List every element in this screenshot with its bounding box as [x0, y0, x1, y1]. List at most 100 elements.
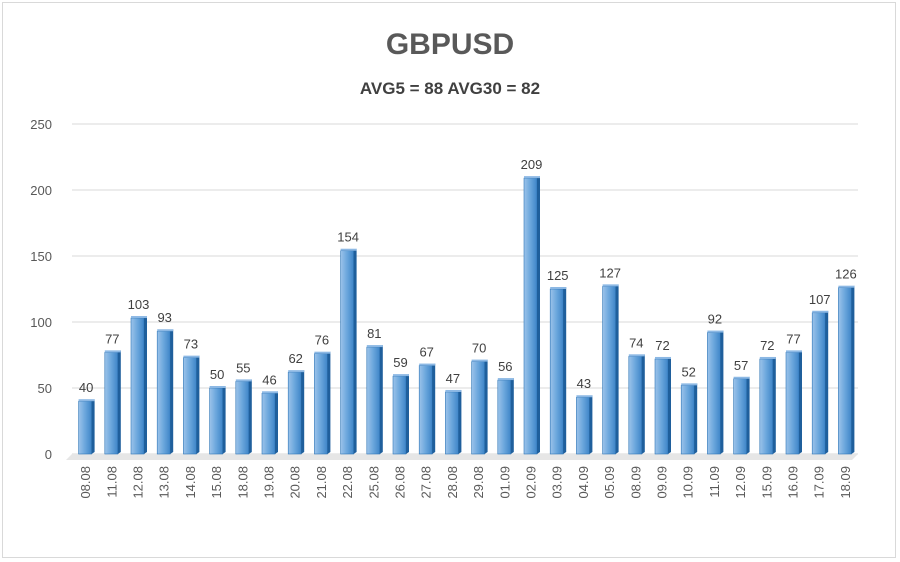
bar-top — [681, 383, 698, 386]
data-label: 92 — [708, 312, 722, 327]
x-tick-label: 08.08 — [78, 466, 93, 499]
bar-top — [707, 330, 724, 333]
x-tick-label: 26.08 — [393, 466, 408, 499]
bar — [130, 317, 145, 455]
x-tick-label: 04.09 — [576, 466, 591, 499]
bar-top — [576, 395, 593, 398]
bar — [183, 357, 197, 455]
bar-top — [812, 310, 829, 313]
bar-top — [340, 248, 357, 251]
bar-side — [563, 287, 567, 454]
data-label: 52 — [681, 364, 695, 379]
bar — [156, 330, 171, 455]
data-label: 56 — [498, 359, 512, 374]
bar — [811, 312, 826, 455]
bar-top — [655, 356, 671, 359]
data-label: 209 — [521, 157, 543, 172]
bar-side — [379, 345, 383, 454]
bar-side — [720, 330, 724, 454]
x-tick-label: 15.08 — [209, 466, 224, 499]
bar-side — [170, 329, 174, 454]
bar-top — [235, 379, 252, 382]
data-label: 57 — [734, 358, 748, 373]
bar-side — [484, 359, 488, 454]
bar-top — [524, 176, 540, 179]
bar-side — [117, 350, 121, 454]
bar-top — [209, 386, 226, 388]
bar-side — [641, 354, 645, 454]
bar-top — [419, 363, 436, 366]
y-tick-label: 0 — [45, 447, 52, 462]
bar-side — [589, 395, 593, 454]
x-tick-label: 08.09 — [628, 466, 643, 499]
x-tick-label: 11.08 — [104, 466, 119, 498]
bar-top — [602, 284, 619, 287]
bar-top — [733, 376, 750, 379]
bar-top — [759, 356, 776, 359]
data-label: 59 — [393, 355, 407, 370]
bar — [471, 361, 485, 455]
bar-side — [196, 355, 200, 454]
bar — [576, 396, 590, 455]
data-label: 50 — [210, 367, 224, 382]
bar — [549, 288, 564, 455]
bar-side — [537, 176, 540, 454]
bar — [235, 381, 250, 455]
bar-side — [851, 285, 855, 454]
bar-side — [668, 356, 671, 454]
data-label: 72 — [760, 338, 774, 353]
bar-top — [131, 316, 147, 319]
bar — [445, 391, 459, 455]
chart-subtitle: AVG5 = 88 AVG30 = 82 — [359, 79, 541, 98]
chart-title: GBPUSD — [385, 28, 515, 61]
x-tick-label: 16.09 — [786, 466, 801, 499]
data-label: 70 — [472, 341, 486, 356]
bar-top — [157, 329, 174, 332]
x-tick-label: 12.09 — [733, 466, 748, 499]
x-tick-label: 10.09 — [681, 466, 696, 499]
data-label: 77 — [786, 331, 800, 346]
bar-side — [746, 376, 750, 454]
bar-side — [353, 248, 357, 454]
data-label: 154 — [337, 230, 359, 245]
bar-top — [366, 345, 383, 348]
bar-top — [445, 389, 462, 392]
data-label: 55 — [236, 360, 250, 375]
x-tick-label: 18.09 — [838, 466, 853, 499]
bar-side — [327, 351, 331, 454]
data-label: 93 — [157, 310, 171, 325]
bar — [209, 387, 223, 455]
y-tick-label: 50 — [38, 381, 52, 396]
bar-top — [183, 355, 200, 358]
bar — [261, 392, 276, 455]
bar-side — [144, 316, 147, 454]
bar-side — [275, 391, 278, 454]
x-tick-label: 22.08 — [340, 466, 355, 499]
bar — [340, 250, 354, 455]
data-label: 81 — [367, 326, 381, 341]
x-tick-label: 14.08 — [183, 466, 198, 499]
bar — [733, 378, 747, 455]
bar-side — [458, 389, 462, 454]
bar — [759, 358, 774, 455]
bar — [523, 177, 538, 455]
bar — [602, 286, 616, 455]
bar — [314, 353, 328, 455]
bar-top — [393, 374, 409, 377]
bar-side — [615, 284, 619, 454]
data-label: 74 — [629, 335, 643, 350]
bar-side — [248, 379, 252, 454]
bar — [497, 379, 512, 455]
x-tick-label: 12.08 — [131, 466, 146, 499]
x-tick-label: 15.09 — [759, 466, 774, 499]
bar — [104, 352, 119, 455]
bar-top — [786, 350, 802, 353]
bar-top — [471, 359, 488, 362]
bar — [78, 400, 92, 455]
bar — [654, 358, 669, 455]
x-tick-label: 03.09 — [550, 466, 565, 499]
data-label: 62 — [288, 351, 302, 366]
bar — [785, 352, 800, 455]
chart-floor — [66, 454, 858, 460]
